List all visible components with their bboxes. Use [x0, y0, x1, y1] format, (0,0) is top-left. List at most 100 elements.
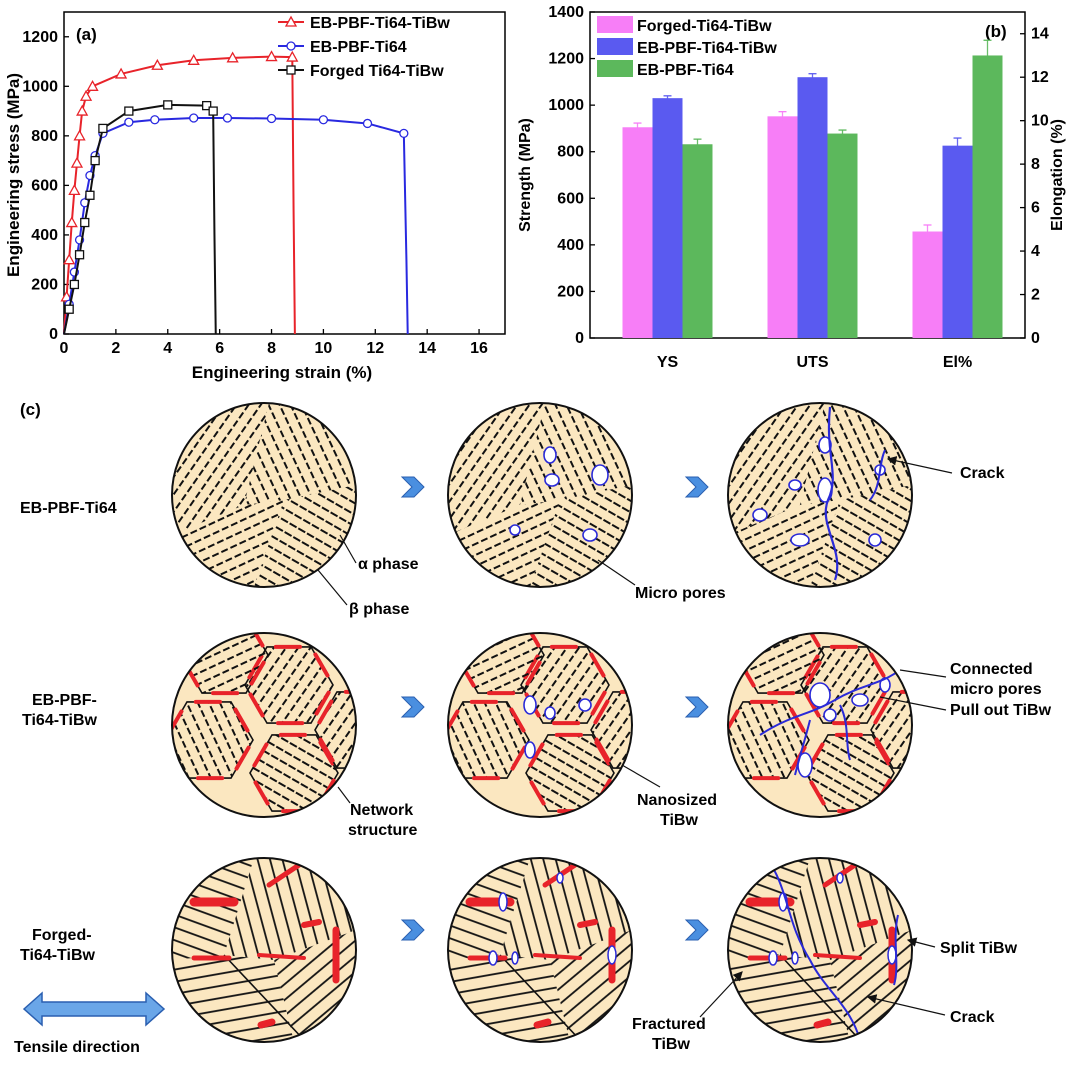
micro-pore [523, 695, 537, 715]
label-split-tibw: Split TiBw [940, 940, 1018, 957]
data-point [362, 118, 373, 129]
y2-tick-label: 6 [1031, 200, 1040, 217]
micro-pore [556, 872, 564, 884]
network-circle [172, 633, 399, 817]
nanosized-tibw [528, 742, 545, 768]
grain [448, 701, 530, 779]
series-line [63, 117, 409, 335]
label-fractured-tibw: Fractured TiBw [632, 1016, 706, 1053]
strength-bar-chart: (b) 0 200 400 600 800 1000 1200 1400 0 2 4 6 8 10 12 14… [517, 4, 1066, 371]
data-point [74, 250, 85, 260]
data-point [124, 106, 134, 116]
nanosized-tibw [869, 652, 886, 678]
data-point [76, 104, 89, 116]
grain [590, 691, 632, 769]
colony [172, 403, 269, 535]
circle-outline [447, 402, 633, 588]
x-tick-label: 12 [366, 340, 384, 357]
micro-pore [868, 533, 882, 547]
nanosized-tibw [387, 738, 399, 759]
x-tick-label: UTS [797, 354, 829, 371]
legend-label: EB-PBF-Ti64 [310, 39, 407, 56]
data-point [65, 216, 78, 228]
bar [972, 55, 1003, 338]
y-tick-label: 200 [31, 276, 58, 293]
data-point [187, 53, 200, 65]
label-beta-phase: β phase [349, 601, 410, 618]
tibw [533, 1018, 552, 1029]
data-point [69, 279, 80, 290]
micro-pore [818, 436, 832, 454]
grain-boundary [499, 954, 581, 1041]
tibw [813, 953, 862, 960]
label-tensile-direction: Tensile direction [14, 1039, 140, 1056]
data-point [189, 113, 199, 123]
legend-label: EB-PBF-Ti64-TiBw [310, 15, 450, 32]
y-tick-label: 0 [575, 330, 584, 347]
annotations: α phase β phase Micro pores Crack Networ… [317, 456, 1052, 1053]
chart-a-frame [63, 11, 506, 335]
micro-pore [544, 473, 560, 487]
legend-swatch [597, 16, 633, 33]
bar [622, 127, 653, 338]
legend-swatch [597, 60, 633, 77]
chart-a-ylabel: Engineering stress (MPa) [4, 73, 23, 277]
chevron-right-icon [684, 696, 709, 718]
y-tick-label: 1200 [548, 51, 584, 68]
micro-pore [544, 706, 556, 720]
data-point [70, 156, 84, 168]
nanosized-tibw [529, 780, 546, 806]
circle-outline [447, 632, 633, 818]
crack [893, 914, 899, 986]
crack [869, 449, 886, 501]
label-crack-2: Crack [950, 1009, 995, 1026]
micro-pore [578, 698, 592, 712]
nanosized-tibw [317, 699, 334, 725]
microstructure-schematic: (c) EB-PBF-Ti64 EB-PBF-Ti64-TiBw Forged-… [14, 400, 1052, 1056]
grain [728, 955, 850, 1042]
x-tick-label: El% [943, 354, 972, 371]
micro-pore [823, 708, 837, 722]
legend-marker [286, 65, 296, 75]
micro-pore [790, 533, 810, 547]
circle-outline [171, 632, 357, 818]
tibw [857, 919, 878, 928]
chart-a-axes: 0 2 4 6 8 10 12 14 16 0 200 400 600 800 1000 1200 [22, 11, 506, 357]
tibw [577, 919, 598, 928]
nanosized-tibw [172, 709, 184, 735]
label-network-structure: Network structure [348, 802, 417, 839]
grain [224, 858, 356, 960]
y-tick-label: 0 [49, 326, 58, 343]
data-point [266, 113, 277, 124]
grain [172, 701, 254, 779]
bar [652, 98, 683, 339]
nanosized-tibw [738, 633, 755, 650]
tibw [813, 1018, 832, 1029]
data-point [114, 67, 128, 79]
data-point [90, 155, 100, 166]
nanosized-tibw [182, 633, 199, 650]
data-point [79, 89, 93, 101]
x-tick-label: 4 [163, 340, 172, 357]
colony [448, 403, 545, 535]
micro-pore [488, 950, 498, 966]
nanosized-tibw [524, 633, 541, 648]
row-label-forged-ti64-tibw: Forged-Ti64-TiBw [20, 927, 96, 964]
x-tick-label: 10 [315, 340, 333, 357]
bar [942, 145, 973, 338]
y-tick-label: 1200 [22, 29, 58, 46]
nanosized-tibw [509, 707, 526, 733]
row-label-eb-pbf-ti64: EB-PBF-Ti64 [20, 500, 117, 517]
row-eb-pbf-ti64 [171, 402, 913, 588]
panel-label-b: (b) [985, 22, 1007, 41]
bar [682, 144, 713, 338]
data-point [80, 217, 90, 228]
legend-label: EB-PBF-Ti64-TiBw [637, 40, 777, 57]
label-nanosized-tibw: Nanosized TiBw [637, 792, 717, 829]
circle-outline [447, 857, 633, 1043]
circle-outline [727, 402, 913, 588]
y2-tick-label: 4 [1031, 243, 1040, 260]
nanosized-tibw [661, 700, 673, 721]
nanosized-tibw [448, 709, 460, 735]
chevron-right-icon [684, 919, 709, 941]
